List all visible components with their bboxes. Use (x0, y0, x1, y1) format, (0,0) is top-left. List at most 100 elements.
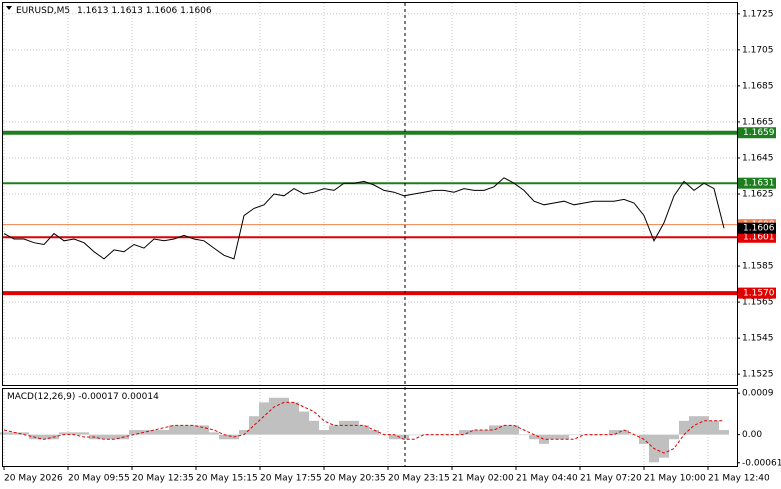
y-tick-label: 1.1545 (742, 334, 774, 344)
macd-bar (189, 425, 199, 435)
macd-panel-frame (2, 388, 738, 467)
macd-bar (39, 434, 49, 440)
macd-bar (0, 432, 9, 435)
macd-bar (359, 425, 369, 435)
macd-bar (619, 430, 629, 435)
x-tick-label: 21 May 07:20 (580, 474, 642, 484)
x-tick-label: 20 May 23:15 (388, 474, 450, 484)
ohlc-low: 1.1606 (146, 6, 178, 16)
level-label: 1.1631 (743, 179, 775, 189)
macd-bar (559, 434, 569, 440)
macd-bar (499, 425, 509, 435)
macd-bar (489, 425, 499, 435)
x-tick-label: 21 May 02:00 (452, 474, 514, 484)
macd-bar (529, 434, 539, 440)
macd-bar (109, 434, 119, 440)
x-tick-label: 20 May 09:55 (68, 474, 130, 484)
y-tick-label: 1.1705 (742, 45, 774, 55)
macd-bar (249, 416, 259, 435)
level-label-box (738, 177, 776, 189)
ohlc-high: 1.1613 (111, 6, 143, 16)
menu-arrow (6, 6, 12, 10)
macd-bar (459, 430, 469, 435)
macd-bar (289, 402, 299, 435)
macd-bar (589, 434, 599, 436)
macd-bar (179, 425, 189, 435)
y-tick-label: 1.1565 (742, 298, 774, 308)
macd-bar (199, 425, 209, 435)
macd-bar (299, 411, 309, 435)
y-tick-label: 1.1525 (742, 370, 774, 380)
signal-line (3, 401, 724, 454)
macd-bar (129, 430, 139, 435)
macd-bar (349, 420, 359, 435)
macd-bar (539, 434, 549, 444)
macd-bar (9, 432, 19, 435)
y-tick-label: 0.00 (742, 430, 762, 440)
macd-bar (79, 432, 89, 435)
macd-bar (19, 432, 29, 435)
macd-bar (439, 434, 449, 436)
macd-bar (469, 430, 479, 435)
macd-bar (699, 416, 709, 435)
price-header: EURUSD,M5 1.1613 1.1613 1.1606 1.1606 (16, 6, 212, 16)
level-label: 1.1659 (743, 128, 775, 138)
macd-bar (599, 434, 609, 436)
macd-bar (609, 430, 619, 435)
x-tick-label: 20 May 17:55 (260, 474, 322, 484)
symbol: EURUSD,M5 (16, 6, 70, 16)
price-panel-frame (2, 2, 738, 386)
macd-bar (269, 397, 279, 435)
macd-bar (419, 434, 429, 436)
macd-bar (59, 432, 69, 435)
macd-bar (99, 434, 109, 440)
macd-bar (549, 434, 559, 440)
macd-bar (159, 430, 169, 435)
x-tick-label: 20 May 12:35 (132, 474, 194, 484)
macd-bar (319, 430, 329, 435)
macd-bar (69, 432, 79, 435)
macd-value: -0.00017 (78, 392, 118, 402)
x-tick-label: 20 May 15:15 (196, 474, 258, 484)
macd-bar (689, 416, 699, 435)
price-line (3, 177, 725, 260)
x-tick-label: 20 May 20:35 (324, 474, 386, 484)
macd-bar (369, 430, 379, 435)
y-tick-label: 1.1585 (742, 262, 774, 272)
ohlc-close: 1.1606 (180, 6, 212, 16)
macd-bar (339, 420, 349, 435)
macd-bar (579, 434, 589, 436)
x-tick-label: 21 May 10:00 (644, 474, 706, 484)
signal-value: 0.00014 (122, 392, 159, 402)
x-tick-label: 20 May 2026 (4, 474, 63, 484)
macd-bar (709, 420, 719, 435)
y-tick-label: 1.1685 (742, 81, 774, 91)
macd-bar (329, 425, 339, 435)
level-label: 1.1570 (743, 289, 775, 299)
y-tick-label: -0.00061 (742, 458, 781, 468)
macd-bar (449, 434, 459, 436)
macd-bar (239, 430, 249, 435)
macd-bar (309, 420, 319, 435)
y-tick-label: 1.1665 (742, 117, 774, 127)
macd-bar (719, 430, 729, 435)
x-tick-label: 21 May 04:40 (516, 474, 578, 484)
macd-bar (399, 434, 409, 440)
macd-header: MACD(12,26,9) -0.00017 0.00014 (7, 392, 159, 402)
y-tick-label: 1.1625 (742, 190, 774, 200)
y-tick-label: 0.0009 (742, 389, 774, 399)
macd-bar (479, 430, 489, 435)
y-tick-label: 1.1725 (742, 9, 774, 19)
macd-bar (669, 434, 679, 440)
macd-bar (219, 434, 229, 440)
macd-bar (409, 434, 419, 436)
macd-bar (659, 434, 669, 458)
macd-bar (519, 434, 529, 436)
level-label-box (738, 127, 776, 139)
macd-bar (509, 425, 519, 435)
last-price-label: 1.1606 (743, 224, 775, 234)
macd-bar (149, 430, 159, 435)
macd-bar (429, 434, 439, 436)
